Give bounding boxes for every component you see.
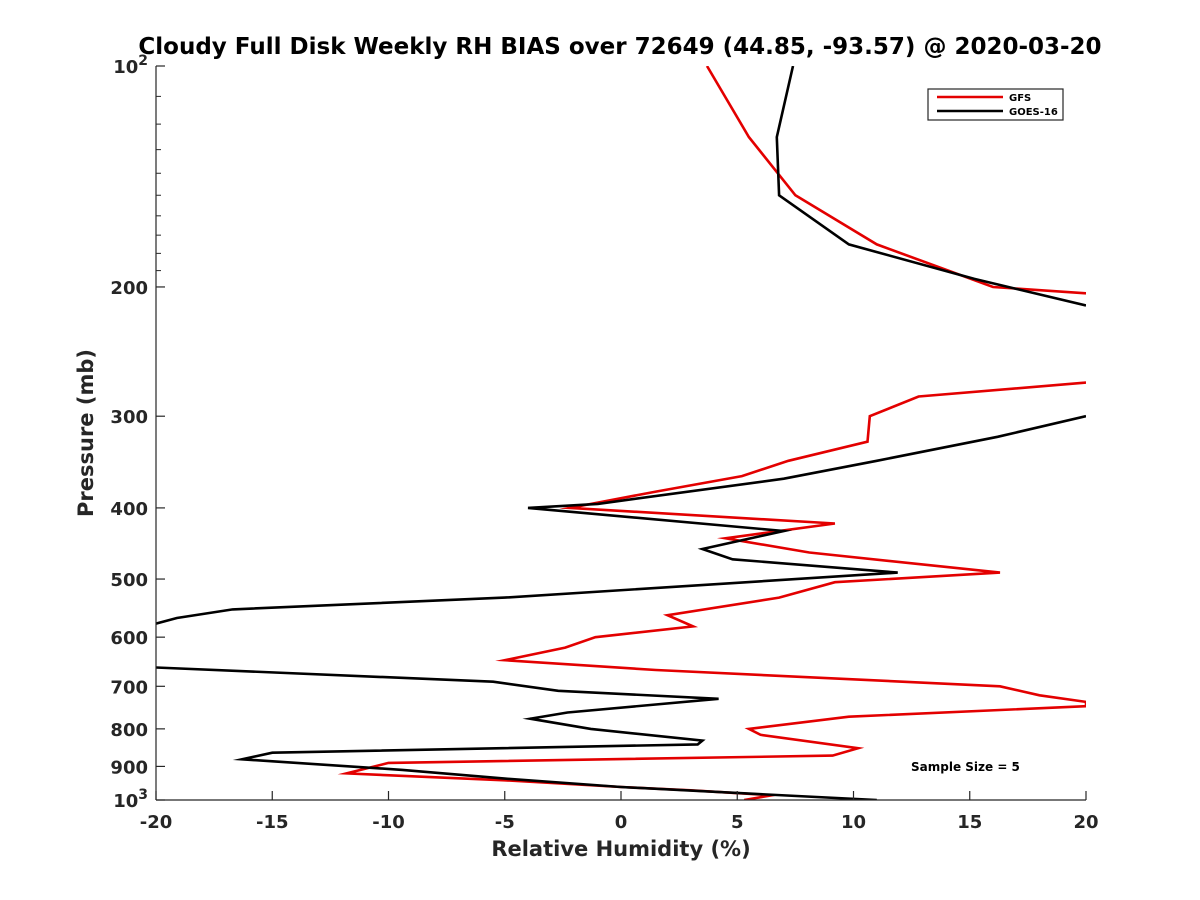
legend-label-goes16: GOES-16 [1009,107,1058,118]
y-tick-label: 200 [110,278,148,299]
axis-layer: -20 -15 -10 -5 0 5 10 15 20 102 200 300 400 500 600 700… [110,53,1098,833]
chart-title: Cloudy Full Disk Weekly RH BIAS over 726… [138,34,1101,60]
x-tick-label: 10 [841,812,866,833]
y-tick-label: 400 [110,499,148,520]
series-goes16-line-2 [156,666,877,800]
x-tick-label: -15 [256,812,289,833]
series-layer [156,66,1086,800]
legend: GFS GOES-16 [927,88,1064,121]
x-tick-label: 0 [615,812,628,833]
x-tick-label: -20 [140,812,173,833]
series-goes16-line-0 [775,66,1086,307]
y-tick-label: 300 [110,407,148,428]
x-tick-label: 20 [1073,812,1098,833]
y-tick-label: 900 [110,757,148,778]
x-tick-label: -5 [495,812,515,833]
x-tick-label: 15 [957,812,982,833]
series-gfs-line-1 [337,381,1086,800]
y-tick-label: 700 [110,677,148,698]
y-tick-label: 500 [110,570,148,591]
legend-label-gfs: GFS [1009,93,1031,104]
y-tick-label: 103 [113,787,148,812]
plot-area: -20 -15 -10 -5 0 5 10 15 20 102 200 300 400 500 600 700… [110,53,1098,833]
y-tick-label: 600 [110,628,148,649]
x-tick-label: -10 [372,812,405,833]
legend-box [927,88,1064,121]
y-axis-label: Pressure (mb) [74,349,98,517]
y-tick-label: 102 [113,53,148,78]
sample-size-annotation: Sample Size = 5 [911,760,1020,774]
y-tick-label: 800 [110,720,148,741]
x-axis-label: Relative Humidity (%) [491,837,750,861]
x-tick-label: 5 [731,812,744,833]
series-goes16-line-1 [156,414,1086,625]
